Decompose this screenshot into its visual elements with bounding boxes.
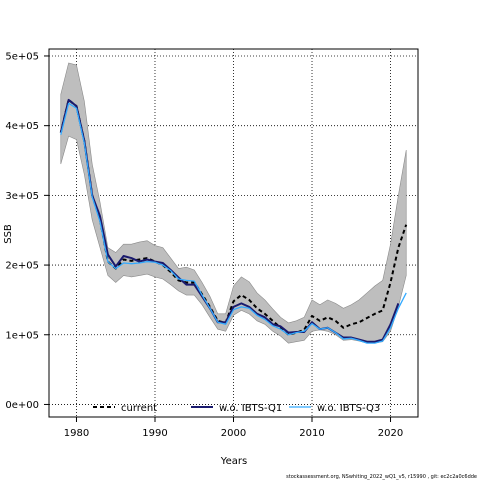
y-tick-label: 1e+05: [5, 330, 39, 341]
series-line-wo-ibts-q3: [60, 102, 407, 344]
y-tick-label: 2e+05: [5, 261, 39, 272]
confidence-band: [60, 62, 407, 344]
y-tick-label: 0e+00: [5, 400, 39, 411]
y-axis-title: SSB: [3, 224, 14, 244]
x-tick-label: 2010: [299, 428, 324, 439]
series-line-current: [59, 98, 408, 336]
legend-label-2: w.o. IBTS-Q3: [317, 403, 380, 414]
series-line-wo-ibts-q1: [59, 98, 400, 343]
y-tick-label: 5e+05: [5, 51, 39, 62]
series-lines-layer: [59, 98, 408, 344]
x-axis-title: Years: [220, 456, 247, 467]
x-tick-label: 2000: [221, 428, 246, 439]
legend-label-1: w.o. IBTS-Q1: [219, 403, 282, 414]
axes: 1980 1990 2000 2010 2020 0e+00 1e+05 2e+05 3e+05…: [5, 48, 419, 439]
legend: current w.o. IBTS-Q1 w.o. IBTS-Q3: [93, 403, 380, 414]
x-tick-label: 2020: [378, 428, 403, 439]
grid-lines: [49, 49, 418, 417]
footer-credit: stockassessment.org, NSwhiting_2022_wQ1_…: [286, 474, 477, 480]
x-tick-label: 1990: [142, 428, 167, 439]
x-tick-label: 1980: [64, 428, 89, 439]
y-tick-label: 4e+05: [5, 121, 39, 132]
confidence-band-layer: [60, 62, 407, 344]
legend-label-0: current: [121, 403, 157, 414]
y-tick-label: 3e+05: [5, 191, 39, 202]
